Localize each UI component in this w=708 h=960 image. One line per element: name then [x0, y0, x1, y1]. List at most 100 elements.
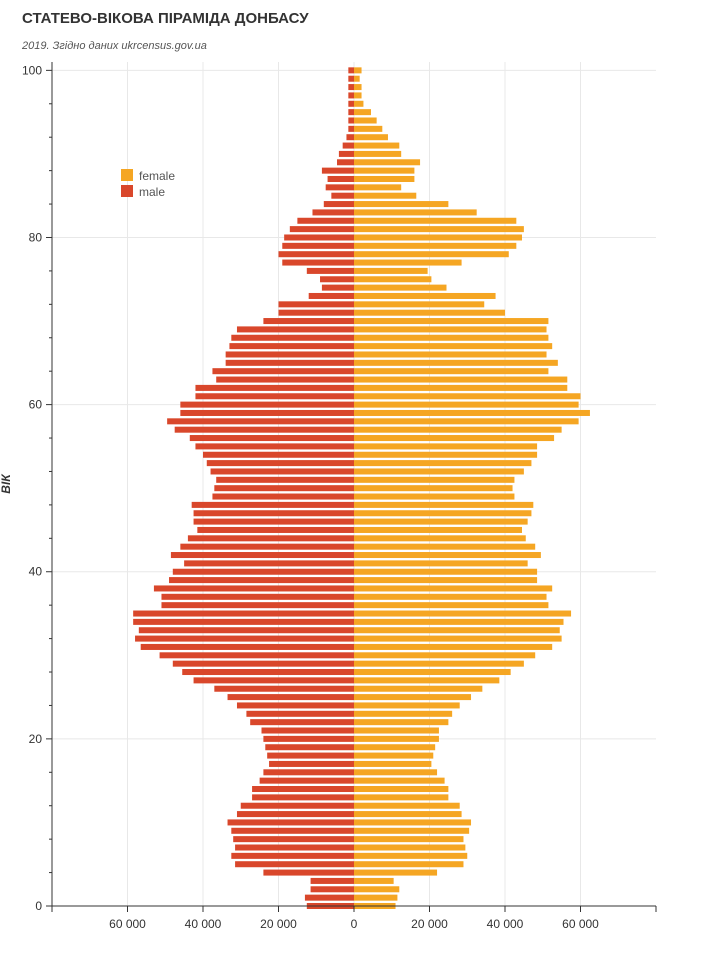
- male-bar: [304, 894, 354, 901]
- female-bar: [354, 393, 581, 400]
- male-legend-swatch: [121, 185, 133, 197]
- female-bar: [354, 577, 538, 584]
- female-bar: [354, 543, 536, 550]
- female-bar: [354, 351, 547, 358]
- female-bar: [354, 84, 362, 91]
- male-bar: [214, 485, 354, 492]
- female-bar: [354, 685, 483, 692]
- male-bar: [327, 175, 354, 182]
- female-bar: [354, 192, 417, 199]
- female-bar: [354, 468, 524, 475]
- axes: 0 20 40 60 80 100 60 000 40 000 20 000 0 20 000 40 …: [0, 62, 657, 931]
- female-bar: [354, 760, 432, 767]
- male-bar: [240, 802, 354, 809]
- male-bar: [297, 217, 354, 224]
- male-bar: [348, 100, 354, 107]
- male-bar: [189, 435, 354, 442]
- female-bar: [354, 184, 402, 191]
- male-bar: [252, 794, 354, 801]
- male-bar: [348, 92, 354, 99]
- female-bar: [354, 242, 517, 249]
- male-bar: [250, 719, 354, 726]
- male-bar: [236, 811, 354, 818]
- female-bar: [354, 134, 388, 141]
- legend: female male: [121, 169, 175, 199]
- female-bar: [354, 777, 445, 784]
- male-bar: [167, 418, 354, 425]
- male-bar: [236, 702, 354, 709]
- female-bar: [354, 652, 536, 659]
- female-bar: [354, 610, 572, 617]
- female-legend-label: female: [139, 169, 175, 183]
- male-bar: [348, 109, 354, 116]
- male-bar: [282, 259, 354, 266]
- y-tick-label: 60: [29, 398, 43, 412]
- male-bar: [159, 652, 354, 659]
- male-bar: [323, 201, 354, 208]
- male-bar: [140, 643, 354, 650]
- y-tick-label: 80: [29, 230, 43, 244]
- female-bar: [354, 819, 472, 826]
- female-bar: [354, 568, 538, 575]
- female-bar: [354, 852, 468, 859]
- male-bar: [227, 819, 354, 826]
- male-bar: [308, 292, 354, 299]
- female-bar: [354, 627, 560, 634]
- female-bar: [354, 602, 549, 609]
- male-bar: [310, 886, 354, 893]
- male-bar: [320, 276, 354, 283]
- male-bar: [246, 710, 354, 717]
- female-bar: [354, 234, 522, 241]
- male-bar: [265, 744, 354, 751]
- male-bar: [235, 861, 354, 868]
- male-bar: [191, 501, 354, 508]
- female-bar: [354, 150, 402, 157]
- female-bar: [354, 869, 438, 876]
- male-bar: [212, 493, 354, 500]
- male-bar: [261, 727, 354, 734]
- female-bar: [354, 201, 449, 208]
- female-bar: [354, 301, 485, 308]
- male-bar: [267, 752, 354, 759]
- male-bar: [231, 334, 354, 341]
- x-tick-label: 40 000: [185, 917, 222, 931]
- male-bar: [172, 660, 354, 667]
- male-bar: [180, 543, 354, 550]
- female-bar: [354, 518, 528, 525]
- female-bar: [354, 526, 522, 533]
- female-bar: [354, 744, 436, 751]
- male-bar: [312, 209, 354, 216]
- female-bar: [354, 426, 562, 433]
- male-bar: [135, 635, 354, 642]
- y-tick-label: 100: [22, 63, 42, 77]
- female-bar: [354, 267, 428, 274]
- male-bar: [206, 460, 354, 467]
- male-bar: [225, 359, 354, 366]
- male-bar: [348, 117, 354, 124]
- x-tick-label: 60 000: [109, 917, 146, 931]
- female-bar: [354, 142, 400, 149]
- male-bar: [263, 869, 354, 876]
- male-bar: [321, 284, 354, 291]
- female-bar: [354, 401, 579, 408]
- female-bar: [354, 284, 447, 291]
- male-bar: [236, 326, 354, 333]
- female-bar: [354, 343, 553, 350]
- y-axis-title: ВІК: [0, 473, 13, 494]
- female-bar: [354, 451, 538, 458]
- female-bar: [354, 435, 555, 442]
- male-bar: [338, 150, 354, 157]
- female-bar: [354, 175, 415, 182]
- male-bar: [216, 376, 354, 383]
- female-bar: [354, 109, 371, 116]
- female-bar: [354, 719, 449, 726]
- male-bar: [172, 568, 354, 575]
- x-tick-label: 40 000: [487, 917, 524, 931]
- female-bar: [354, 125, 383, 132]
- female-bar: [354, 769, 438, 776]
- y-tick-label: 20: [29, 732, 43, 746]
- male-bar: [348, 84, 354, 91]
- female-bar: [354, 877, 394, 884]
- male-bar: [187, 535, 354, 542]
